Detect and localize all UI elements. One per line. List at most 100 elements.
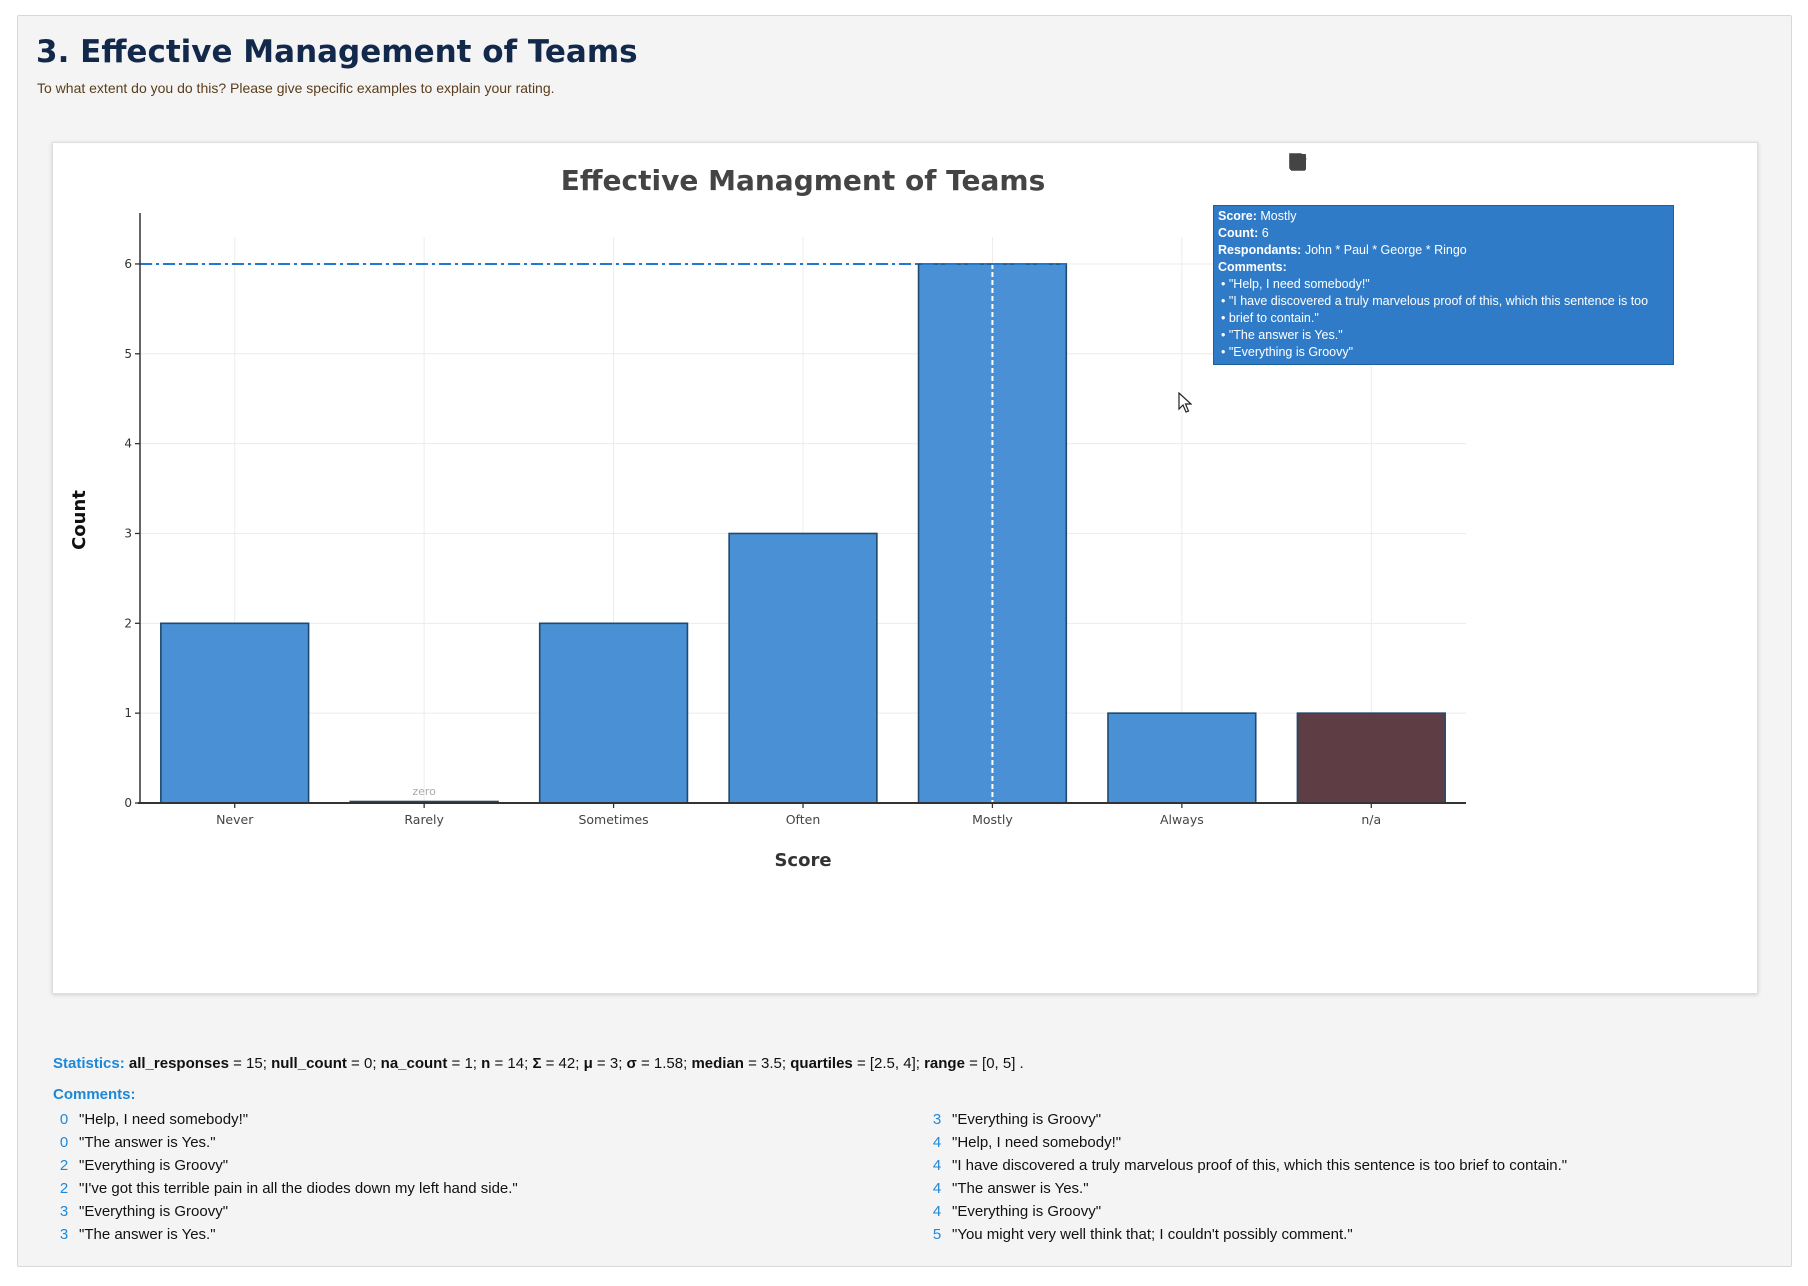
- y-tick-label: 3: [124, 526, 132, 540]
- y-tick-label: 2: [124, 616, 132, 630]
- x-tick-label: Often: [786, 812, 821, 827]
- comment-row: 3 "Everything is Groovy": [54, 1200, 518, 1223]
- lasso-icon[interactable]: [1291, 153, 1429, 175]
- comment-score: 0: [59, 1111, 69, 1128]
- x-tick-label: Always: [1160, 812, 1204, 827]
- tooltip-score-value: Mostly: [1256, 209, 1297, 223]
- comment-text: "The answer is Yes.": [79, 1134, 216, 1151]
- comment-text: "Everything is Groovy": [79, 1203, 229, 1220]
- autoscale-icon[interactable]: [1290, 153, 1481, 175]
- eraser-icon[interactable]: [1290, 153, 1717, 175]
- plus-icon[interactable]: [1290, 153, 1599, 175]
- comment-row: 5 "You might very well think that; I coul…: [927, 1223, 1567, 1246]
- y-axis-title: Count: [69, 490, 90, 550]
- bar-chart[interactable]: zero 0 1 2 3 4 5 6 Never Rarely Sometimes Often Most…: [53, 143, 1759, 995]
- comments-label: Comments:: [53, 1086, 136, 1103]
- comment-row: 4 "Help, I need somebody!": [927, 1131, 1567, 1154]
- comment-row: 4 "The answer is Yes.": [927, 1177, 1567, 1200]
- bar-never: [160, 622, 310, 804]
- home-icon[interactable]: [1290, 153, 1677, 175]
- tooltip-count-label: Count:: [1218, 226, 1259, 240]
- comment-text: "Everything is Groovy": [79, 1157, 229, 1174]
- comment-text: "I have discovered a truly marvelous pro…: [952, 1157, 1568, 1174]
- comment-score: 2: [59, 1157, 69, 1174]
- comments-left-column: 0 "Help, I need somebody!" 0 "The answer i…: [54, 1108, 518, 1246]
- comment-text: "Everything is Groovy": [952, 1111, 1102, 1128]
- tooltip-comment-line: • brief to contain.": [1221, 311, 1319, 325]
- comment-score: 3: [932, 1111, 942, 1128]
- stat-item: μ = 3;: [583, 1055, 627, 1072]
- tooltip-comment-line: • "The answer is Yes.": [1221, 328, 1343, 342]
- y-tick-label: 0: [124, 796, 132, 810]
- x-axis-title: Score: [774, 850, 831, 871]
- y-tick-label: 5: [124, 347, 132, 361]
- comments-right-column: 3 "Everything is Groovy" 4 "Help, I need s…: [927, 1108, 1567, 1246]
- draw-open-path-icon[interactable]: [1291, 153, 1507, 175]
- tooltip-count-value: 6: [1258, 226, 1269, 240]
- chart-modebar: [1289, 153, 1743, 175]
- bar-sometimes: [538, 622, 689, 804]
- stat-item: quartiles = [2.5, 4];: [790, 1055, 925, 1072]
- comment-text: "The answer is Yes.": [79, 1226, 216, 1243]
- zoom-icon[interactable]: [1290, 153, 1351, 175]
- statistics-line: Statistics: all_responses = 15; null_cou…: [53, 1055, 1024, 1072]
- comment-row: 4 "I have discovered a truly marvelous pr…: [927, 1154, 1567, 1177]
- stat-item: median = 3.5;: [691, 1055, 791, 1072]
- x-tick-label: Mostly: [972, 812, 1013, 827]
- comment-score: 3: [59, 1203, 69, 1220]
- bar-na: [1296, 712, 1446, 804]
- reset-axes-icon[interactable]: [1290, 153, 1651, 175]
- draw-closed-path-icon[interactable]: [1289, 153, 1533, 175]
- comment-score: 4: [932, 1134, 942, 1151]
- comment-text: "Everything is Groovy": [952, 1203, 1102, 1220]
- comment-score: 2: [59, 1180, 69, 1197]
- y-tick-label: 6: [124, 257, 132, 271]
- section-title: 3. Effective Management of Teams: [36, 34, 638, 70]
- comment-row: 2 "Everything is Groovy": [54, 1154, 518, 1177]
- comment-text: "You might very well think that; I could…: [952, 1226, 1353, 1243]
- y-tick-label: 1: [124, 706, 132, 720]
- stat-item: na_count = 1;: [380, 1055, 482, 1072]
- box-select-icon[interactable]: [1290, 153, 1403, 175]
- comment-score: 3: [59, 1226, 69, 1243]
- comment-text: "Help, I need somebody!": [952, 1134, 1122, 1151]
- x-tick-label: Rarely: [404, 812, 444, 827]
- stat-item: Σ = 42;: [532, 1055, 584, 1072]
- pan-icon[interactable]: [1290, 153, 1377, 175]
- x-tick-label: n/a: [1361, 812, 1381, 827]
- zero-bar-label: zero: [412, 785, 436, 798]
- erase-shape-icon[interactable]: [1289, 153, 1559, 175]
- tooltip-comment-line: • "Everything is Groovy": [1221, 345, 1354, 359]
- stat-item: σ = 1.58;: [626, 1055, 692, 1072]
- x-tick-label: Sometimes: [578, 812, 648, 827]
- bar-often: [728, 532, 878, 804]
- save-icon[interactable]: [1289, 153, 1743, 175]
- comment-score: 4: [932, 1157, 942, 1174]
- stat-item: null_count = 0;: [271, 1055, 381, 1072]
- tooltip-respondants-label: Respondants:: [1218, 243, 1302, 257]
- comment-score: 4: [932, 1203, 942, 1220]
- comment-text: "I've got this terrible pain in all the …: [79, 1180, 518, 1197]
- question-panel: 3. Effective Management of Teams To what…: [17, 15, 1792, 1267]
- comment-score: 4: [932, 1180, 942, 1197]
- comment-text: "The answer is Yes.": [952, 1180, 1089, 1197]
- minus-icon[interactable]: [1290, 153, 1625, 175]
- zoom-in-icon[interactable]: [1290, 153, 1455, 175]
- statistics-label: Statistics:: [53, 1055, 125, 1072]
- chart-title: Effective Managment of Teams: [561, 164, 1046, 197]
- tooltip-comments-label: Comments:: [1218, 260, 1287, 274]
- tooltip-respondants-value: John * Paul * George * Ringo: [1301, 243, 1467, 257]
- x-tick-label: Never: [216, 812, 254, 827]
- stat-item: n = 14;: [481, 1055, 533, 1072]
- comment-row: 2 "I've got this terrible pain in all the…: [54, 1177, 518, 1200]
- tooltip-comment-line: • "Help, I need somebody!": [1221, 277, 1370, 291]
- comment-row: 0 "Help, I need somebody!": [54, 1108, 518, 1131]
- section-subtitle: To what extent do you do this? Please gi…: [37, 80, 555, 96]
- comment-row: 3 "The answer is Yes.": [54, 1223, 518, 1246]
- comment-row: 3 "Everything is Groovy": [927, 1108, 1567, 1131]
- comment-row: 4 "Everything is Groovy": [927, 1200, 1567, 1223]
- comment-score: 5: [932, 1226, 942, 1243]
- mouse-cursor-icon: [1178, 392, 1192, 413]
- y-tick-label: 4: [124, 437, 132, 451]
- bar-always: [1107, 712, 1257, 804]
